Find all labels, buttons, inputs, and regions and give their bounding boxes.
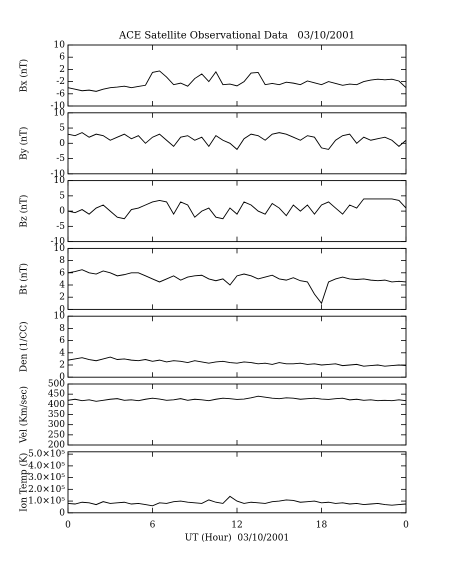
y-tick-label: 10 <box>54 108 66 118</box>
data-line <box>67 132 407 151</box>
y-axis-label: Bz (nT) <box>19 195 30 228</box>
data-line <box>67 356 407 367</box>
y-axis-label: Den (1/CC) <box>19 321 30 372</box>
y-tick-label: -6 <box>56 89 65 99</box>
y-tick-label: 10 <box>54 244 66 254</box>
panel-frame <box>67 112 407 175</box>
y-axis-label: Bt (nT) <box>19 263 30 295</box>
y-tick-label: 6 <box>59 53 65 63</box>
x-tick-label: 6 <box>150 520 156 530</box>
y-tick-label: 2 <box>59 65 65 75</box>
y-tick-label: 400 <box>48 400 65 410</box>
y-tick-label: 4 <box>59 348 65 358</box>
y-tick-label: 0 <box>59 139 65 149</box>
y-tick-label: -5 <box>56 222 65 232</box>
y-tick-label: 0 <box>59 207 65 217</box>
data-line <box>67 70 407 92</box>
y-tick-label: 5 <box>59 124 65 134</box>
y-tick-label: 0 <box>59 305 65 315</box>
x-tick-label: 0 <box>65 520 71 530</box>
y-tick-label: 2 <box>59 293 65 303</box>
y-axis-label: Vel (Km/sec) <box>19 386 30 444</box>
y-axis-label: Ion Temp (K) <box>19 453 30 512</box>
x-axis-label: UT (Hour) 03/10/2001 <box>185 532 289 543</box>
y-tick-label: 5 <box>59 191 65 201</box>
y-tick-label: 10 <box>54 41 66 51</box>
x-tick-label: 18 <box>316 520 328 530</box>
x-tick-label: 12 <box>231 520 242 530</box>
y-tick-label: 6 <box>59 336 65 346</box>
y-axis-label: Bx (nT) <box>19 59 30 92</box>
y-tick-label: 4.0×10⁵ <box>28 461 65 471</box>
panel-frame <box>67 315 407 378</box>
y-axis-label: By (nT) <box>19 127 30 160</box>
y-tick-label: 10 <box>54 176 66 186</box>
data-line <box>67 495 407 507</box>
y-tick-label: 350 <box>48 410 65 420</box>
data-line <box>67 395 407 402</box>
y-tick-label: 200 <box>48 441 65 451</box>
y-tick-label: -2 <box>56 77 65 87</box>
y-tick-label: 1.0×10⁵ <box>28 497 65 507</box>
panel-frame <box>67 44 407 107</box>
y-tick-label: 300 <box>48 420 65 430</box>
y-tick-label: 10 <box>54 312 66 322</box>
y-tick-label: 450 <box>48 390 65 400</box>
y-tick-label: -10 <box>51 237 66 247</box>
y-tick-label: -10 <box>51 169 66 179</box>
panel-frame <box>67 180 407 243</box>
y-tick-label: -10 <box>51 102 66 112</box>
y-tick-label: 3.0×10⁵ <box>28 473 65 483</box>
y-tick-label: 0 <box>59 373 65 383</box>
y-tick-label: 4 <box>59 281 65 291</box>
data-line <box>67 269 407 305</box>
panel-frame <box>67 247 407 310</box>
chart-title: ACE Satellite Observational Data 03/10/2… <box>118 31 355 42</box>
y-tick-label: -5 <box>56 154 65 164</box>
y-tick-label: 5.0×10⁵ <box>28 450 65 460</box>
y-tick-label: 500 <box>48 380 65 390</box>
panel-frame <box>67 383 407 446</box>
y-tick-label: 8 <box>59 324 65 334</box>
y-tick-label: 250 <box>48 430 65 440</box>
y-tick-label: 8 <box>59 256 65 266</box>
y-tick-label: 2.0×10⁵ <box>28 485 65 495</box>
data-line <box>67 198 407 220</box>
y-tick-label: 2 <box>59 361 65 371</box>
x-tick-label: 0 <box>403 520 409 530</box>
y-tick-label: 0 <box>59 508 65 518</box>
y-tick-label: 6 <box>59 268 65 278</box>
